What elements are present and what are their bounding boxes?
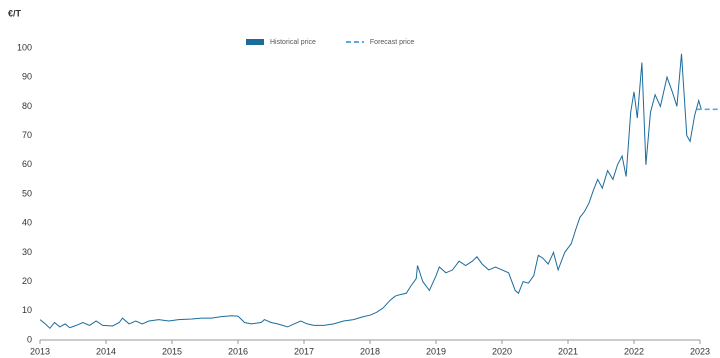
y-tick-label: 100 xyxy=(17,42,32,52)
x-tick-label: 2013 xyxy=(30,346,50,356)
x-tick-label: 2022 xyxy=(624,346,644,356)
x-tick-label: 2014 xyxy=(96,346,116,356)
x-tick-label: 2021 xyxy=(558,346,578,356)
series-line xyxy=(39,53,702,330)
y-tick-label: 40 xyxy=(22,218,32,228)
x-tick-label: 2017 xyxy=(294,346,314,356)
legend: Historical price Forecast price xyxy=(246,39,414,46)
y-tick-label: 0 xyxy=(27,334,32,344)
x-tick-label: 2018 xyxy=(360,346,380,356)
legend-swatch xyxy=(246,39,264,45)
y-tick-label: 80 xyxy=(22,101,32,111)
y-tick-label: 20 xyxy=(22,276,32,286)
legend-label: Historical price xyxy=(270,39,316,46)
x-tick-label: 2016 xyxy=(228,346,248,356)
x-tick-label: 2023 xyxy=(690,346,710,356)
y-tick-label: 60 xyxy=(22,159,32,169)
y-tick-label: 10 xyxy=(22,305,32,315)
y-tick-label: 70 xyxy=(22,130,32,140)
y-tick-label: 30 xyxy=(22,247,32,257)
x-tick-label: 2019 xyxy=(426,346,446,356)
y-axis-label: €/T xyxy=(8,8,22,18)
y-tick-label: 50 xyxy=(22,188,32,198)
x-tick-label: 2015 xyxy=(162,346,182,356)
legend-label: Forecast price xyxy=(370,39,414,46)
x-tick-label: 2020 xyxy=(492,346,512,356)
y-tick-label: 90 xyxy=(22,72,32,82)
